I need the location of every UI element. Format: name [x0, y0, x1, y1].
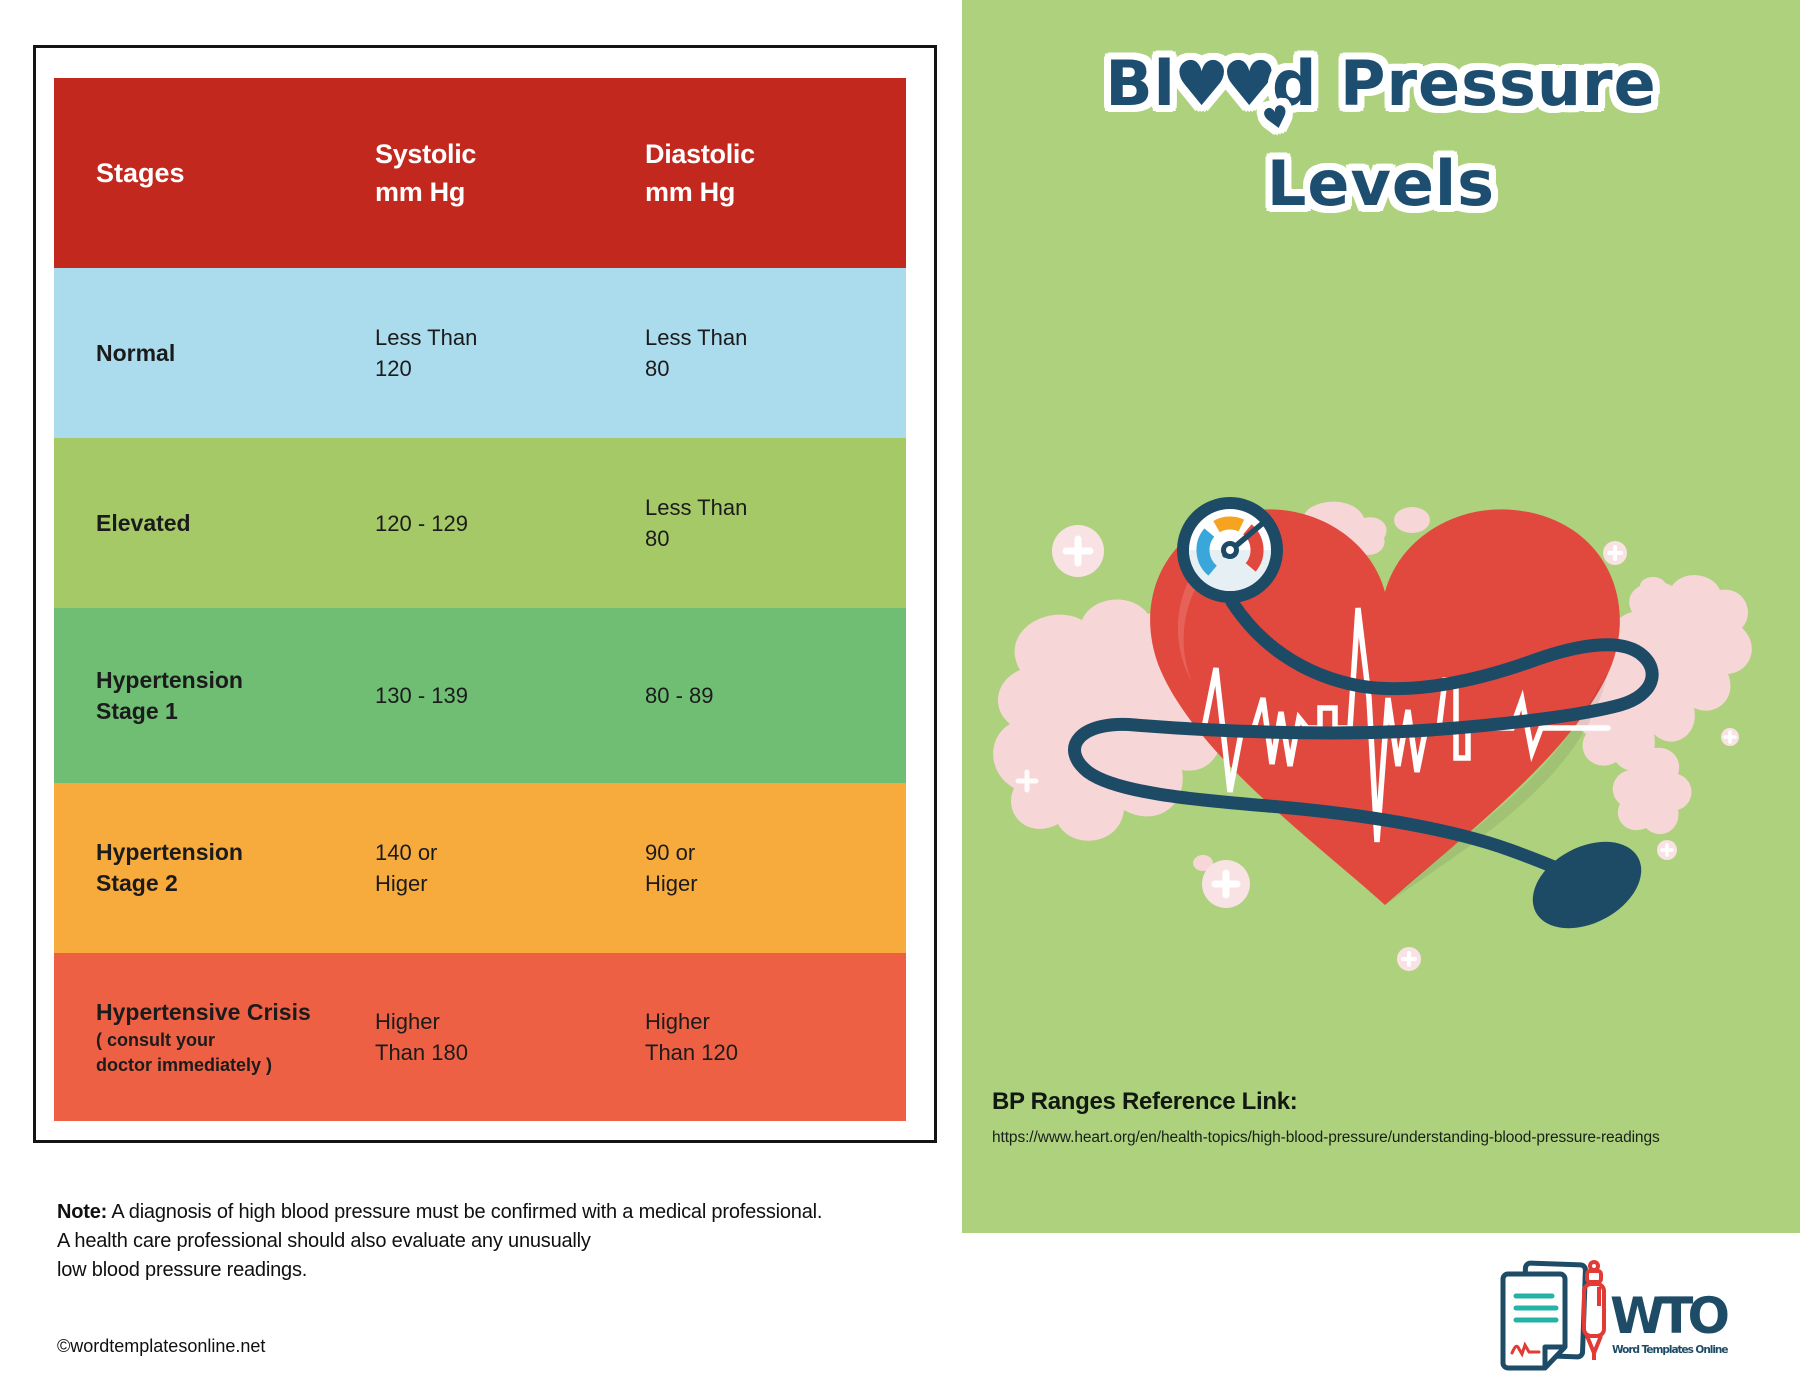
plus-icon — [1015, 525, 1739, 971]
note-text: Note: A diagnosis of high blood pressure… — [57, 1201, 823, 1281]
stage-label: Elevated — [96, 509, 191, 536]
diastolic-value: 80 - 89 — [645, 683, 714, 708]
title-line1: Bl♥♥d Pressure — [1105, 47, 1657, 120]
stage-label: Hypertension Stage 2 — [96, 839, 243, 896]
heart-icon: ♥♥ — [1173, 47, 1277, 120]
table-row-hypertension-stage-2: Hypertension Stage 2 140 or Higer 90 or Hig… — [54, 783, 906, 953]
signature-squiggle — [1510, 1341, 1541, 1358]
diastolic-value: Higher Than 120 — [645, 1009, 738, 1065]
systolic-value: 140 or Higer — [375, 840, 438, 896]
document-icon — [1500, 1260, 1588, 1371]
systolic-value: Higher Than 180 — [375, 1009, 468, 1065]
table-row-normal: Normal Less Than 120 Less Than 80 — [54, 268, 906, 438]
page-title: Bl♥♥d Pressure ♥ Levels — [962, 34, 1800, 234]
header-systolic: Systolic mm Hg — [375, 139, 477, 207]
logo-tagline: Word Templates Online — [1612, 1344, 1730, 1356]
pen-icon — [1582, 1260, 1606, 1360]
bp-reference-label: BP Ranges Reference Link: — [992, 1088, 1298, 1115]
systolic-value: Less Than 120 — [375, 325, 478, 381]
systolic-value: 130 - 139 — [375, 683, 468, 708]
diastolic-value: Less Than 80 — [645, 495, 748, 551]
pump-bulb-icon — [1532, 841, 1642, 929]
logo-acronym: WTO — [1610, 1287, 1730, 1345]
header-diastolic: Diastolic mm Hg — [645, 139, 755, 207]
copyright: ©wordtemplatesonline.net — [57, 1336, 266, 1356]
document-lines — [1513, 1293, 1559, 1323]
heart-illustration — [993, 497, 1752, 971]
bp-reference: BP Ranges Reference Link: https://www.he… — [992, 1088, 1772, 1147]
ekg-line — [1157, 607, 1611, 843]
table-row-hypertension-stage-1: Hypertension Stage 1 130 - 139 80 - 89 — [54, 608, 906, 783]
stethoscope-tube — [1068, 595, 1659, 882]
stage-label: Hypertensive Crisis ( consult your docto… — [96, 998, 311, 1075]
gauge-icon — [1177, 497, 1283, 603]
bp-table: Stages Systolic mm Hg Diastolic mm Hg No… — [33, 45, 937, 1143]
bp-reference-link[interactable]: https://www.heart.org/en/health-topics/h… — [992, 1129, 1660, 1146]
header-stages: Stages — [96, 157, 185, 188]
wto-logo: WTO Word Templates Online — [1500, 1260, 1730, 1371]
diastolic-value: Less Than 80 — [645, 325, 748, 381]
table-row-elevated: Elevated 120 - 129 Less Than 80 — [54, 438, 906, 608]
table-header-row: Stages Systolic mm Hg Diastolic mm Hg — [54, 78, 906, 268]
diastolic-value: 90 or Higer — [645, 840, 698, 896]
stage-label: Hypertension Stage 1 — [96, 666, 243, 724]
stage-label: Normal — [96, 339, 176, 366]
systolic-value: 120 - 129 — [375, 510, 468, 536]
table-row-hypertensive-crisis: Hypertensive Crisis ( consult your docto… — [54, 953, 906, 1121]
title-line2: ♥ Levels — [1258, 98, 1496, 220]
